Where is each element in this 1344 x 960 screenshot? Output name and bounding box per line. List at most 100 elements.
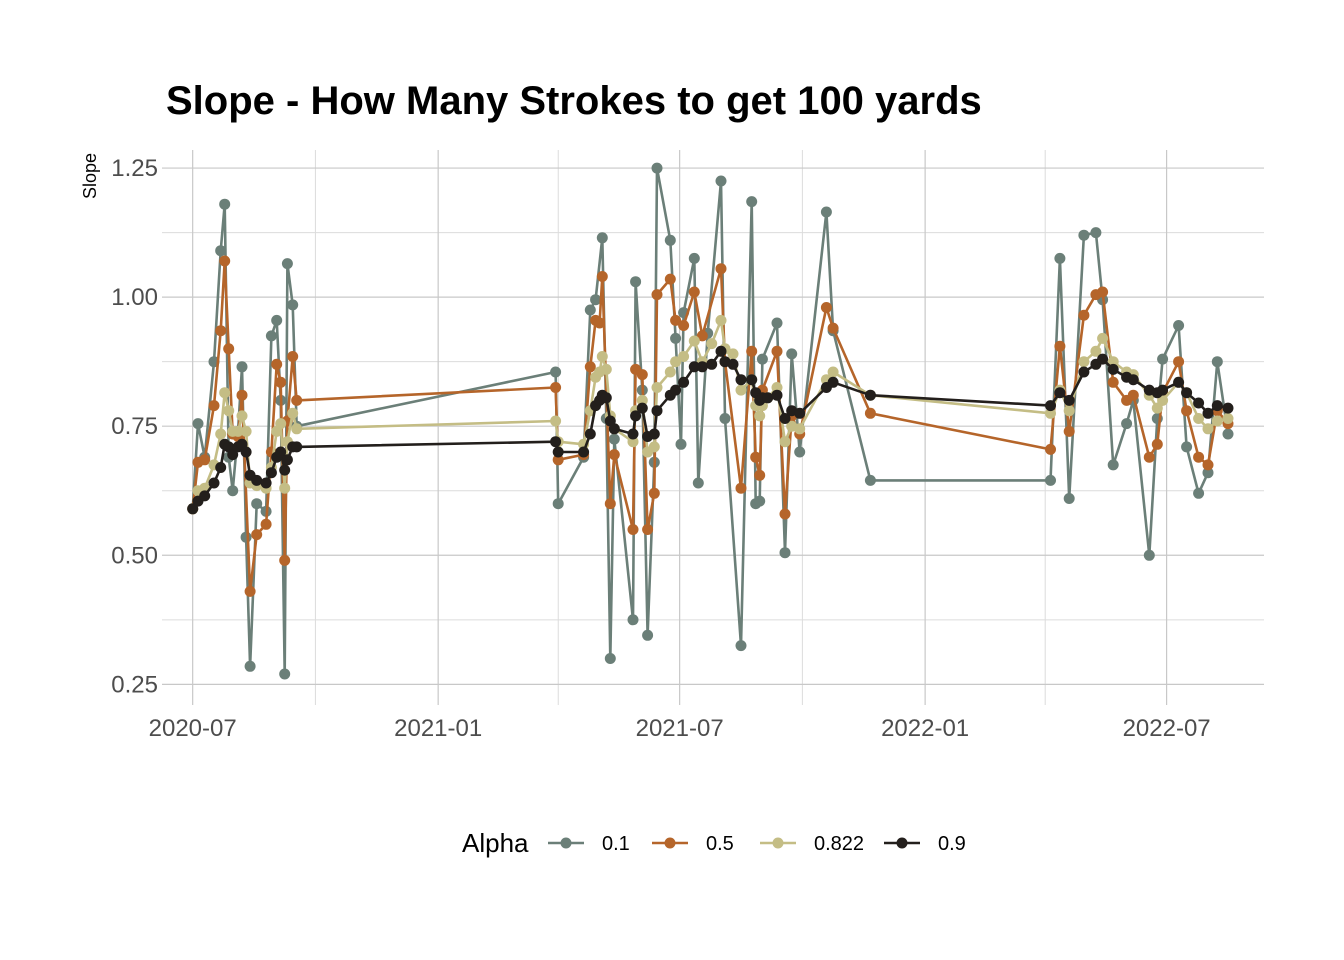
data-point [240,446,252,458]
data-point [670,384,682,396]
x-tick-label: 2020-07 [149,715,237,742]
data-point [746,374,758,386]
data-point [594,317,606,329]
data-point [746,345,758,357]
data-point [735,384,747,396]
data-point [1202,407,1214,419]
data-point [219,198,231,210]
y-tick-label: 0.50 [111,542,158,569]
data-point [779,547,791,559]
data-point [794,446,806,458]
y-tick-label: 1.25 [111,155,158,182]
data-point [215,428,227,440]
data-point [279,482,291,494]
data-point [600,363,612,375]
x-tick-label: 2021-01 [394,715,482,742]
data-point [279,668,291,680]
data-point [227,485,239,497]
data-point [223,343,235,355]
data-point [630,276,642,288]
data-point [1045,400,1056,412]
data-point [719,413,731,424]
data-point [550,415,562,427]
x-tick-label: 2021-07 [636,715,724,742]
data-point [1107,356,1119,368]
data-point [670,314,682,326]
data-point [584,304,596,316]
legend-item: 0.5 [652,833,734,855]
data-point [1127,374,1139,386]
data-point [636,402,648,414]
data-point [1202,423,1214,435]
data-point [827,366,839,378]
data-point [552,446,564,458]
data-point [1211,400,1223,412]
data-point [1222,402,1234,414]
data-point [192,418,204,430]
data-point [696,361,708,373]
data-point [291,423,303,435]
data-point [604,498,616,510]
data-point [1107,363,1119,375]
data-point [779,436,791,448]
data-point [651,289,663,301]
data-point [636,394,648,406]
data-point [1222,413,1234,424]
data-point [219,255,231,267]
data-point [715,175,727,187]
data-point [754,495,766,507]
y-tick-label: 0.75 [111,413,158,440]
data-point [794,423,806,435]
data-point [1097,353,1109,365]
y-tick-label: 1.00 [111,284,158,311]
data-point [735,640,747,652]
data-point [630,410,642,422]
data-point [1054,340,1066,352]
data-point [215,325,227,337]
legend-key-point [772,837,784,849]
data-point [1181,387,1193,399]
data-point [291,441,303,453]
data-point [1045,474,1056,486]
data-point [688,252,700,264]
data-point [1181,405,1193,417]
data-point [627,436,639,448]
data-point [1127,389,1139,401]
data-point [1078,229,1090,241]
data-point [771,317,783,329]
data-point [1143,549,1155,561]
data-point [590,294,602,306]
legend-item: 0.9 [884,833,966,855]
legend-title: Alpha [462,828,529,858]
data-point [651,405,663,417]
data-point [279,464,291,476]
x-tick-label: 2022-01 [881,715,969,742]
data-point [794,407,806,419]
data-point [735,374,747,386]
data-point [779,413,791,424]
data-point [552,498,564,510]
data-point [1097,332,1109,344]
data-point [727,358,739,370]
data-point [648,487,660,499]
data-point [715,263,727,275]
data-point [1063,405,1075,417]
data-point [648,428,660,440]
series-0-1 [187,162,1234,680]
data-point [1045,407,1056,419]
data-point [265,330,277,342]
series-0-9 [187,345,1234,515]
data-point [664,273,676,285]
data-point [215,462,227,473]
data-point [1063,425,1075,437]
legend-item: 0.1 [548,833,630,855]
data-point [1045,443,1056,455]
legend-key-point [664,837,676,849]
data-point [550,436,562,448]
legend-items: 0.1 0.5 0.822 0.9 [548,833,966,855]
data-point [827,322,839,334]
data-point [260,477,272,489]
data-point [1173,376,1185,388]
data-point [827,376,839,388]
data-point [1211,415,1223,427]
